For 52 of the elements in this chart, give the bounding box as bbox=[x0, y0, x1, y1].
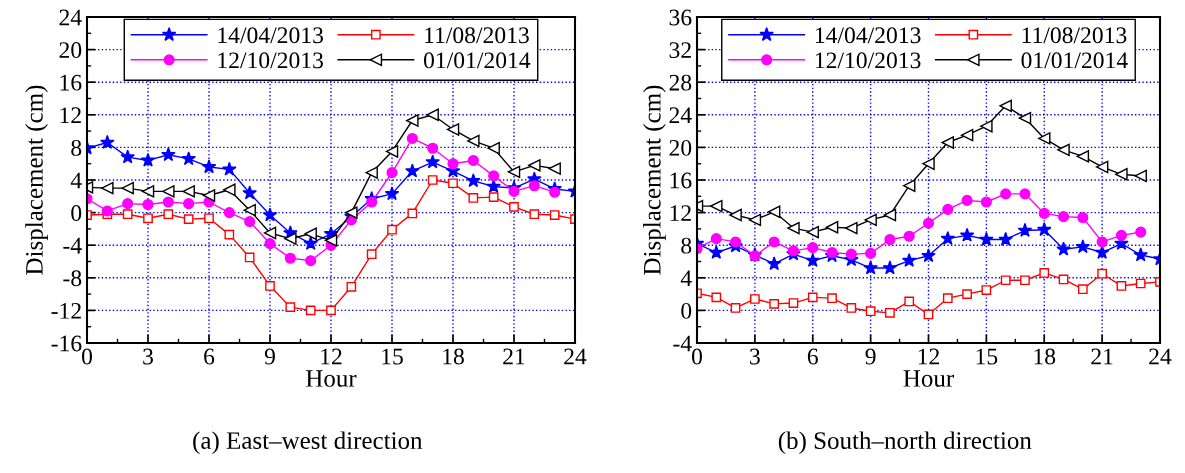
y-tick-label: 20 bbox=[669, 139, 692, 156]
y-tick-label: 20 bbox=[59, 42, 82, 59]
x-tick-label: 9 bbox=[865, 348, 876, 365]
y-axis-title: Displacement (cm) bbox=[25, 85, 48, 275]
y-tick-label: 8 bbox=[71, 139, 82, 156]
x-tick-label: 18 bbox=[1034, 348, 1056, 365]
y-tick-label: -4 bbox=[673, 335, 692, 352]
x-tick-label: 21 bbox=[1091, 348, 1113, 365]
y-tick-label: -8 bbox=[63, 270, 82, 287]
text: (b) South–north direction bbox=[778, 431, 1032, 455]
legend-label: 01/01/2014 bbox=[423, 52, 531, 69]
y-tick-label: 36 bbox=[669, 9, 692, 26]
x-tick-label: 24 bbox=[564, 348, 587, 365]
text: (a) East–west direction bbox=[193, 431, 423, 455]
y-axis-title: Displacement (cm) bbox=[643, 85, 666, 275]
legend-label: 11/08/2013 bbox=[425, 27, 529, 44]
x-tick-label: 15 bbox=[382, 348, 403, 365]
y-tick-label: 0 bbox=[71, 205, 82, 222]
y-tick-label: 12 bbox=[60, 107, 81, 123]
x-tick-label: 6 bbox=[807, 348, 818, 365]
y-tick-label: 16 bbox=[670, 172, 692, 189]
y-tick-label: -16 bbox=[51, 335, 82, 352]
x-tick-label: 3 bbox=[750, 348, 760, 365]
x-tick-label: 9 bbox=[264, 348, 275, 365]
x-tick-label: 15 bbox=[976, 348, 998, 365]
y-tick-label: 4 bbox=[680, 270, 692, 286]
y-tick-label: 0 bbox=[681, 302, 692, 319]
y-tick-label: 16 bbox=[60, 74, 82, 91]
x-tick-label: 3 bbox=[143, 348, 153, 365]
legend-label: 12/10/2013 bbox=[815, 52, 921, 69]
y-tick-label: 28 bbox=[669, 74, 692, 91]
y-tick-label: -12 bbox=[51, 302, 81, 319]
legend-label: 12/10/2013 bbox=[218, 52, 323, 69]
y-tick-label: 32 bbox=[669, 42, 691, 59]
y-tick-label: 24 bbox=[669, 107, 692, 123]
y-tick-label: -4 bbox=[63, 237, 82, 254]
y-tick-label: 12 bbox=[670, 205, 691, 221]
x-tick-label: 12 bbox=[321, 348, 342, 365]
x-axis-title: Hour bbox=[306, 370, 357, 387]
legend-label: 14/04/2013 bbox=[815, 27, 921, 44]
x-tick-label: 21 bbox=[503, 348, 525, 365]
x-tick-label: 12 bbox=[918, 348, 939, 365]
y-tick-label: 4 bbox=[70, 172, 82, 189]
x-axis-title: Hour bbox=[903, 370, 954, 387]
y-tick-label: 8 bbox=[681, 237, 692, 254]
x-tick-label: 6 bbox=[204, 348, 215, 365]
legend-label: 14/04/2013 bbox=[218, 27, 323, 44]
legend-label: 11/08/2013 bbox=[1022, 27, 1127, 44]
legend-label: 01/01/2014 bbox=[1021, 52, 1128, 69]
x-tick-label: 24 bbox=[1149, 348, 1172, 365]
x-tick-label: 18 bbox=[443, 348, 464, 365]
y-tick-label: 24 bbox=[59, 9, 82, 26]
